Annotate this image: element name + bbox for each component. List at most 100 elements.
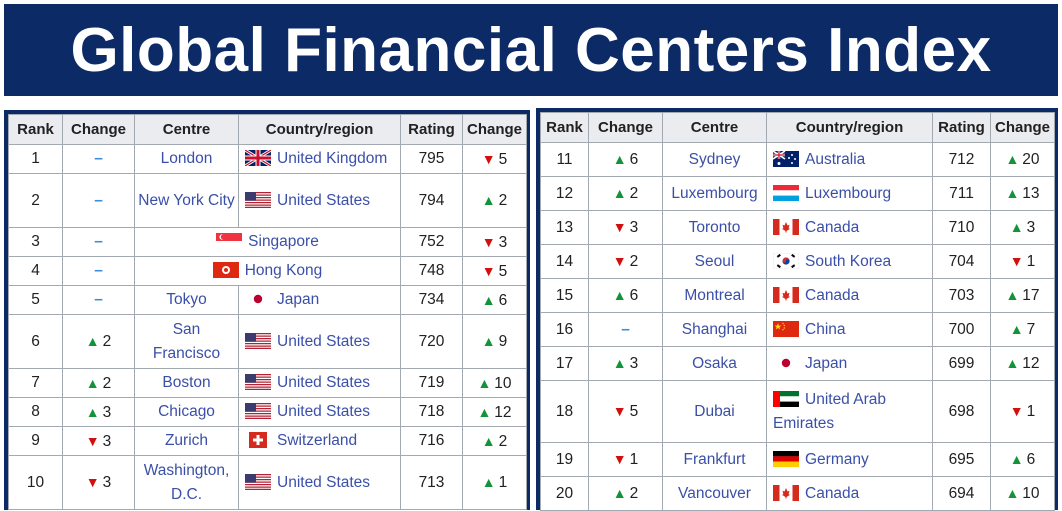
country-link[interactable]: Luxembourg <box>805 184 892 202</box>
header-rank[interactable]: Rank <box>540 112 589 143</box>
centre-link[interactable]: New York City <box>134 173 239 228</box>
centre-link[interactable]: Luxembourg <box>662 176 767 211</box>
up-arrow-icon: ▲ <box>477 403 492 420</box>
country-cell[interactable]: United States <box>238 455 401 510</box>
change-cell: ▼ 3 <box>62 455 135 510</box>
country-link[interactable]: Hong Kong <box>244 262 323 279</box>
right-table-panel: Rank Change Centre Country/region Rating… <box>536 108 1058 511</box>
header-centre[interactable]: Centre <box>662 112 767 143</box>
us-flag-icon <box>245 403 271 419</box>
table-row: 5 – Tokyo Japan 734 ▲ 6 <box>8 285 527 315</box>
centre-link[interactable]: Vancouver <box>662 476 767 511</box>
centre-link[interactable]: Shanghai <box>662 312 767 347</box>
centre-link[interactable]: San Francisco <box>134 314 239 369</box>
header-rating[interactable]: Rating <box>932 112 991 143</box>
switzerland-flag-icon <box>249 432 267 448</box>
down-arrow-icon: ▼ <box>612 451 627 467</box>
header-change[interactable]: Change <box>588 112 663 143</box>
rank-cell: 12 <box>540 176 589 211</box>
rating-cell: 748 <box>400 256 463 286</box>
header-rating-change[interactable]: Change <box>462 114 527 145</box>
change-cell: – <box>62 144 135 174</box>
rank-cell: 1 <box>8 144 63 174</box>
country-link[interactable]: Canada <box>805 218 860 236</box>
country-link[interactable]: China <box>805 320 846 338</box>
rating-cell: 699 <box>932 346 991 381</box>
centre-country-cell[interactable]: Hong Kong <box>134 256 401 286</box>
centre-link[interactable]: Chicago <box>134 397 239 427</box>
country-cell[interactable]: Germany <box>766 442 933 477</box>
change-cell: ▼ 3 <box>462 227 527 257</box>
country-cell[interactable]: Switzerland <box>238 426 401 456</box>
up-arrow-icon: ▲ <box>1009 451 1024 467</box>
country-cell[interactable]: Canada <box>766 210 933 245</box>
centre-link[interactable]: London <box>134 144 239 174</box>
country-link[interactable]: United States <box>277 332 371 350</box>
country-link[interactable]: Switzerland <box>277 432 358 449</box>
header-change[interactable]: Change <box>62 114 135 145</box>
country-link[interactable]: Canada <box>805 286 860 304</box>
country-cell[interactable]: Canada <box>766 476 933 511</box>
country-cell[interactable]: United States <box>238 368 401 398</box>
centre-link[interactable]: Seoul <box>662 244 767 279</box>
country-link[interactable]: Canada <box>805 484 860 502</box>
change-cell: – <box>62 256 135 286</box>
country-link[interactable]: Singapore <box>248 233 319 250</box>
country-cell[interactable]: Australia <box>766 142 933 177</box>
country-link[interactable]: Australia <box>805 150 866 168</box>
country-cell[interactable]: Luxembourg <box>766 176 933 211</box>
country-link[interactable]: South Korea <box>805 252 892 270</box>
country-link[interactable]: Japan <box>277 291 320 308</box>
centre-link[interactable]: Tokyo <box>134 285 239 315</box>
country-cell[interactable]: United States <box>238 397 401 427</box>
header-rating-change[interactable]: Change <box>990 112 1055 143</box>
centre-country-cell[interactable]: Singapore <box>134 227 401 257</box>
header-country[interactable]: Country/region <box>766 112 933 143</box>
country-cell[interactable]: United States <box>238 314 401 369</box>
up-arrow-icon: ▲ <box>1005 151 1020 167</box>
change-cell: ▲ 12 <box>462 397 527 427</box>
table-row: 12 ▲ 2 Luxembourg Luxembourg 711 ▲ 13 <box>540 176 1055 211</box>
centre-link[interactable]: Frankfurt <box>662 442 767 477</box>
header-centre[interactable]: Centre <box>134 114 239 145</box>
centre-link[interactable]: Osaka <box>662 346 767 381</box>
centre-link[interactable]: Sydney <box>662 142 767 177</box>
country-link[interactable]: United States <box>277 403 371 420</box>
down-arrow-icon: ▼ <box>481 150 496 167</box>
rating-cell: 720 <box>400 314 463 369</box>
country-cell[interactable]: Japan <box>766 346 933 381</box>
country-cell[interactable]: United Kingdom <box>238 144 401 174</box>
us-flag-icon <box>245 332 271 349</box>
no-change-icon: – <box>94 233 103 250</box>
change-cell: ▲ 9 <box>462 314 527 369</box>
country-cell[interactable]: South Korea <box>766 244 933 279</box>
country-link[interactable]: United Kingdom <box>277 150 388 167</box>
country-link[interactable]: Japan <box>805 354 848 372</box>
country-cell[interactable]: United States <box>238 173 401 228</box>
header-rank[interactable]: Rank <box>8 114 63 145</box>
down-arrow-icon: ▼ <box>1009 253 1024 269</box>
country-cell[interactable]: China <box>766 312 933 347</box>
down-arrow-icon: ▼ <box>612 219 627 235</box>
centre-link[interactable]: Boston <box>134 368 239 398</box>
down-arrow-icon: ▼ <box>85 474 100 490</box>
country-cell[interactable]: Japan <box>238 285 401 315</box>
centre-link[interactable]: Montreal <box>662 278 767 313</box>
country-link[interactable]: United States <box>277 374 371 391</box>
header-rating[interactable]: Rating <box>400 114 463 145</box>
change-cell: ▼ 1 <box>990 244 1055 279</box>
country-cell[interactable]: United Arab Emirates <box>766 380 933 443</box>
change-cell: – <box>62 227 135 257</box>
header-country[interactable]: Country/region <box>238 114 401 145</box>
country-link[interactable]: United Arab Emirates <box>773 390 886 432</box>
centre-link[interactable]: Dubai <box>662 380 767 443</box>
country-link[interactable]: United States <box>277 473 371 491</box>
centre-link[interactable]: Washington, D.C. <box>134 455 239 510</box>
centre-link[interactable]: Toronto <box>662 210 767 245</box>
rating-cell: 752 <box>400 227 463 257</box>
country-link[interactable]: United States <box>277 191 371 209</box>
country-link[interactable]: Germany <box>805 450 869 468</box>
down-arrow-icon: ▼ <box>612 403 627 419</box>
country-cell[interactable]: Canada <box>766 278 933 313</box>
centre-link[interactable]: Zurich <box>134 426 239 456</box>
